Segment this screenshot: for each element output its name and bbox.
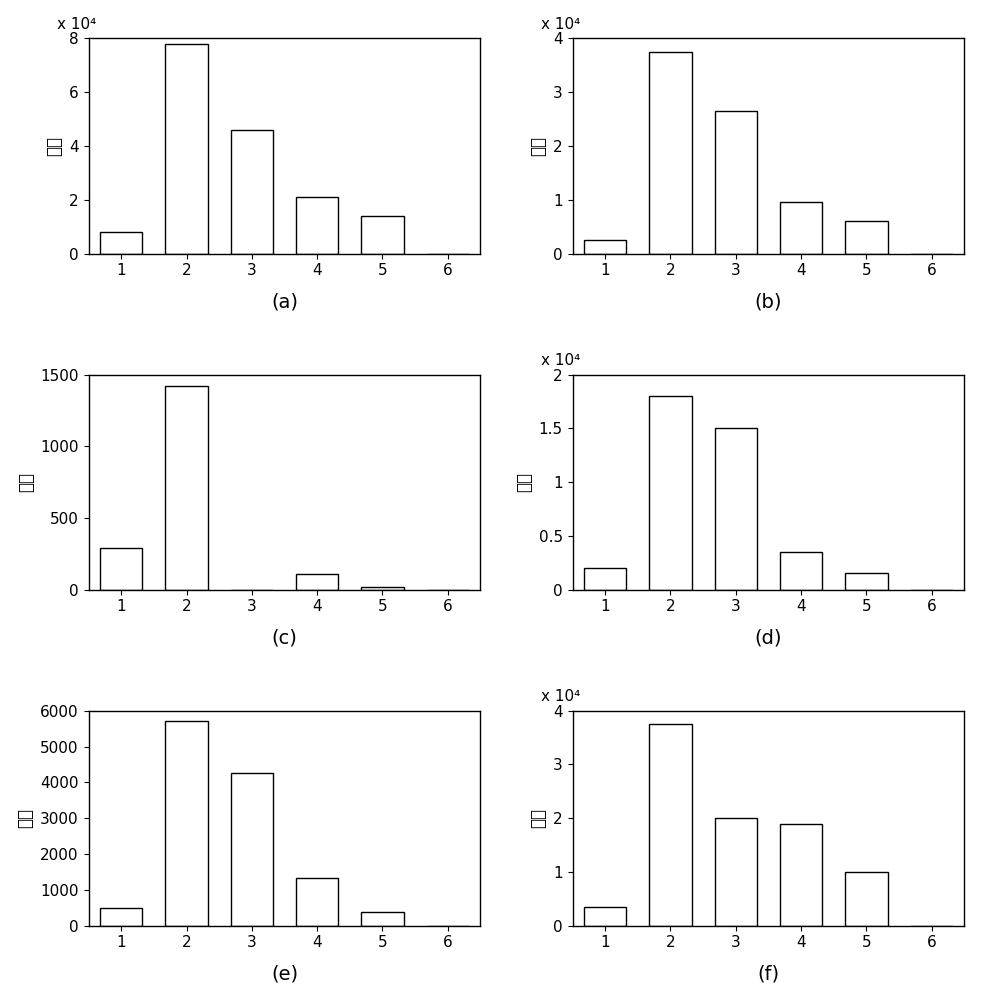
Bar xyxy=(780,824,822,926)
Bar xyxy=(361,587,403,590)
Bar xyxy=(296,574,338,590)
X-axis label: (b): (b) xyxy=(754,292,782,311)
Bar xyxy=(100,908,142,926)
Bar xyxy=(649,396,692,590)
Bar xyxy=(296,878,338,926)
Bar xyxy=(231,130,273,253)
Bar xyxy=(846,872,888,926)
Y-axis label: 能量: 能量 xyxy=(530,808,547,828)
Bar xyxy=(584,568,627,590)
Text: x 10⁴: x 10⁴ xyxy=(542,17,581,32)
Bar xyxy=(361,912,403,926)
Bar xyxy=(361,216,403,253)
Bar xyxy=(714,111,757,253)
Bar xyxy=(166,721,208,926)
Y-axis label: 能量: 能量 xyxy=(530,136,547,156)
X-axis label: (e): (e) xyxy=(271,964,298,983)
Bar xyxy=(714,428,757,590)
Bar xyxy=(649,52,692,253)
Y-axis label: 能量: 能量 xyxy=(17,808,34,828)
Bar xyxy=(649,724,692,926)
Bar xyxy=(714,818,757,926)
Bar xyxy=(780,202,822,253)
Bar xyxy=(166,44,208,253)
Text: x 10⁴: x 10⁴ xyxy=(542,353,581,368)
Bar xyxy=(166,386,208,590)
X-axis label: (c): (c) xyxy=(272,628,297,647)
Y-axis label: 能量: 能量 xyxy=(17,472,34,492)
Bar xyxy=(584,907,627,926)
Bar xyxy=(100,232,142,253)
Y-axis label: 能量: 能量 xyxy=(515,472,533,492)
Bar xyxy=(231,773,273,926)
X-axis label: (f): (f) xyxy=(757,964,780,983)
Bar xyxy=(584,240,627,253)
Bar xyxy=(846,221,888,253)
Text: x 10⁴: x 10⁴ xyxy=(57,17,96,32)
Text: x 10⁴: x 10⁴ xyxy=(542,689,581,704)
Bar xyxy=(296,197,338,253)
Bar xyxy=(780,552,822,590)
Y-axis label: 能量: 能量 xyxy=(45,136,64,156)
X-axis label: (d): (d) xyxy=(754,628,782,647)
X-axis label: (a): (a) xyxy=(271,292,298,311)
Bar xyxy=(100,548,142,590)
Bar xyxy=(846,573,888,590)
